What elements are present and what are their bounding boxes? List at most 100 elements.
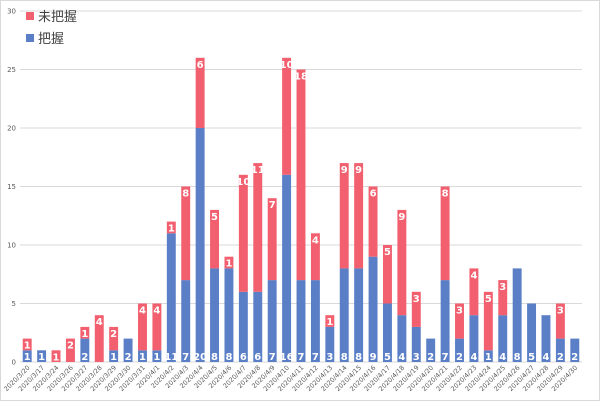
data-label: 7 <box>312 352 319 363</box>
y-tick-label: 10 <box>7 242 16 250</box>
data-label: 1 <box>139 352 146 363</box>
data-label: 5 <box>211 212 218 223</box>
bar-segment-mi-ha-aku <box>166 221 176 234</box>
bar-segment-mi-ha-aku <box>65 338 75 362</box>
data-label: 1 <box>153 352 160 363</box>
data-label: 11 <box>164 352 178 363</box>
bar-segment-ha-aku <box>80 338 90 362</box>
bar-segment-mi-ha-aku <box>339 163 349 269</box>
bar-segment-ha-aku <box>37 350 47 362</box>
data-label: 3 <box>413 294 420 305</box>
bar-segment-mi-ha-aku <box>354 163 364 269</box>
data-label: 5 <box>485 294 492 305</box>
y-tick-label: 20 <box>7 125 16 133</box>
data-label: 9 <box>370 352 377 363</box>
legend-swatch <box>26 34 34 42</box>
data-label: 2 <box>557 352 564 363</box>
bar-segment-ha-aku <box>368 256 378 362</box>
data-label: 1 <box>485 352 492 363</box>
data-label: 4 <box>153 306 160 317</box>
bar-segment-ha-aku <box>195 128 205 362</box>
data-label: 5 <box>528 352 535 363</box>
bar-segment-mi-ha-aku <box>210 209 220 269</box>
legend-label: 未把握 <box>38 10 77 25</box>
data-label: 4 <box>312 235 319 246</box>
data-label: 4 <box>542 352 549 363</box>
data-label: 11 <box>251 165 265 176</box>
bar-segment-mi-ha-aku <box>282 57 292 175</box>
data-label: 3 <box>413 352 420 363</box>
data-label: 9 <box>355 165 362 176</box>
data-label: 2 <box>427 352 434 363</box>
data-label: 7 <box>269 200 276 211</box>
bar-segment-ha-aku <box>325 326 335 362</box>
data-label: 4 <box>96 317 103 328</box>
data-label: 9 <box>341 165 348 176</box>
bar-segment-mi-ha-aku <box>138 303 147 351</box>
data-label: 8 <box>442 189 449 200</box>
bar-segment-ha-aku <box>570 338 580 362</box>
data-label: 3 <box>456 306 463 317</box>
bar-segment-ha-aku <box>267 280 277 362</box>
bar-segment-ha-aku <box>382 303 392 362</box>
bar-segment-ha-aku <box>109 350 119 362</box>
bar-segment-ha-aku <box>22 350 32 362</box>
bar-segment-ha-aku <box>224 268 234 362</box>
data-label: 1 <box>110 352 117 363</box>
data-label: 1 <box>168 224 175 235</box>
data-label: 10 <box>236 177 250 188</box>
bar-segment-ha-aku <box>152 350 162 362</box>
data-label: 20 <box>193 352 207 363</box>
data-label: 4 <box>398 352 405 363</box>
y-tick-label: 0 <box>12 359 16 367</box>
bar-segment-mi-ha-aku <box>80 326 90 339</box>
data-label: 6 <box>197 60 204 71</box>
bar-segment-mi-ha-aku <box>382 245 392 304</box>
bar-segment-mi-ha-aku <box>397 209 407 316</box>
data-label: 3 <box>326 352 333 363</box>
bar-segment-ha-aku <box>123 338 133 362</box>
data-label: 2 <box>67 341 74 352</box>
data-label: 7 <box>298 352 305 363</box>
y-tick-label: 15 <box>7 183 16 191</box>
bar-segment-mi-ha-aku <box>152 303 162 351</box>
bar-segment-ha-aku <box>310 280 320 362</box>
data-label: 7 <box>442 352 449 363</box>
data-label: 8 <box>341 352 348 363</box>
bar-segment-ha-aku <box>238 291 248 362</box>
bar-segment-ha-aku <box>296 280 306 362</box>
y-tick-label: 25 <box>7 66 16 74</box>
bar-segment-ha-aku <box>253 291 263 362</box>
bar-segment-mi-ha-aku <box>51 350 61 362</box>
data-label: 8 <box>355 352 362 363</box>
bar-segment-mi-ha-aku <box>325 315 335 327</box>
bar-segment-ha-aku <box>455 338 464 362</box>
data-label: 1 <box>326 317 333 328</box>
data-label: 6 <box>370 189 377 200</box>
bar-segment-ha-aku <box>210 268 220 362</box>
data-label: 1 <box>24 352 31 363</box>
data-label: 16 <box>280 352 294 363</box>
data-label: 7 <box>182 352 189 363</box>
bar-segment-ha-aku <box>282 174 292 362</box>
bar-segment-ha-aku <box>138 350 147 362</box>
bar-segment-ha-aku <box>555 338 565 362</box>
bar-segment-ha-aku <box>166 233 176 362</box>
bar-segment-ha-aku <box>541 315 551 362</box>
data-label: 1 <box>81 329 88 340</box>
bar-segment-mi-ha-aku <box>310 233 320 281</box>
bar-segment-ha-aku <box>426 338 436 362</box>
data-label: 1 <box>38 352 45 363</box>
bar-segment-ha-aku <box>512 268 522 362</box>
data-label: 5 <box>384 247 391 258</box>
bar-segment-mi-ha-aku <box>267 198 277 281</box>
data-label: 4 <box>470 270 477 281</box>
bar-segment-ha-aku <box>440 280 450 362</box>
bar-segment-ha-aku <box>181 280 191 362</box>
data-label: 2 <box>571 352 578 363</box>
y-tick-label: 5 <box>12 300 16 308</box>
data-label: 8 <box>211 352 218 363</box>
data-label: 2 <box>456 352 463 363</box>
bar-segment-mi-ha-aku <box>181 186 191 281</box>
